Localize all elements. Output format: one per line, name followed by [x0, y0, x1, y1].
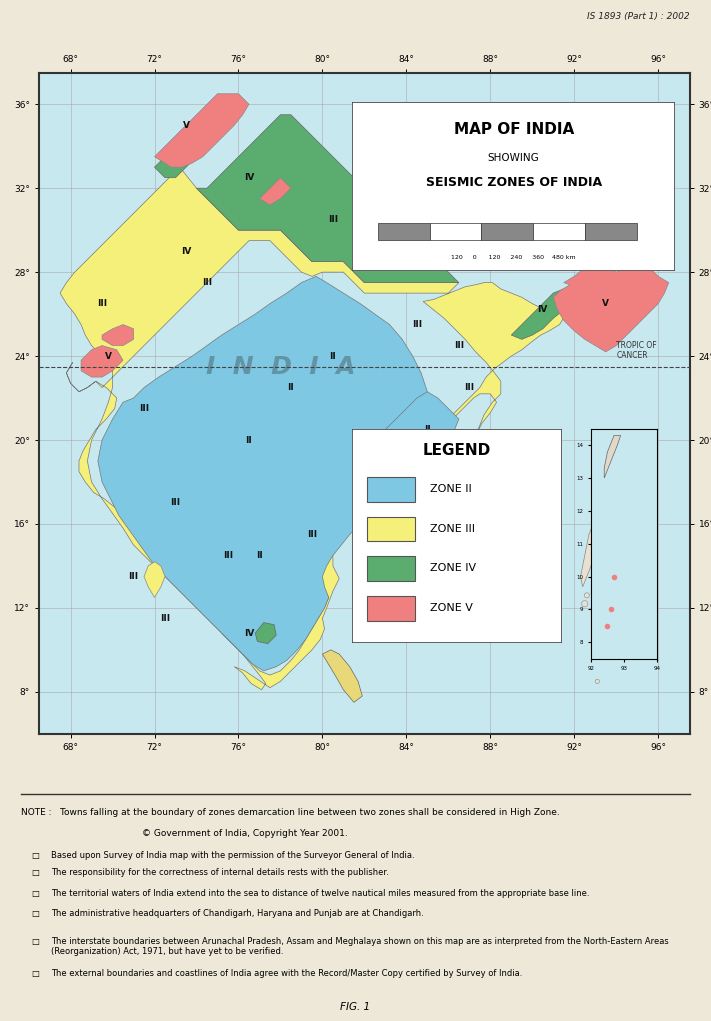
FancyBboxPatch shape [352, 102, 675, 271]
Text: III: III [223, 551, 233, 560]
Text: ZONE IV: ZONE IV [429, 564, 476, 573]
Circle shape [595, 679, 599, 683]
Text: □: □ [31, 969, 39, 978]
Text: ZONE V: ZONE V [429, 602, 472, 613]
Text: III: III [202, 278, 212, 287]
Polygon shape [196, 114, 459, 283]
Text: III: III [454, 341, 464, 350]
Polygon shape [154, 114, 228, 178]
Text: III: III [160, 614, 170, 623]
Text: The territorial waters of India extend into the sea to distance of twelve nautic: The territorial waters of India extend i… [51, 889, 590, 898]
Bar [367, 477, 415, 501]
Text: IV: IV [181, 247, 191, 255]
Text: MAP OF INDIA: MAP OF INDIA [454, 121, 574, 137]
Bar [585, 224, 636, 240]
Polygon shape [581, 524, 597, 587]
Text: IS 1893 (Part 1) : 2002: IS 1893 (Part 1) : 2002 [587, 12, 690, 21]
FancyBboxPatch shape [352, 429, 562, 643]
Polygon shape [60, 167, 566, 690]
Text: IV: IV [538, 305, 548, 314]
Polygon shape [255, 623, 277, 643]
Text: © Government of India, Copyright Year 2001.: © Government of India, Copyright Year 20… [141, 829, 348, 838]
Text: II: II [287, 383, 294, 392]
Text: Based upon Survey of India map with the permission of the Surveyor General of In: Based upon Survey of India map with the … [51, 850, 415, 860]
Text: □: □ [31, 868, 39, 877]
Text: □: □ [31, 936, 39, 945]
Text: NOTE :   Towns falling at the boundary of zones demarcation line between two zon: NOTE : Towns falling at the boundary of … [21, 808, 560, 817]
Text: III: III [412, 321, 422, 329]
Text: V: V [602, 299, 609, 308]
Polygon shape [322, 650, 363, 702]
Text: V: V [183, 120, 190, 130]
Text: III: III [139, 404, 149, 414]
Bar [378, 224, 429, 240]
Polygon shape [81, 345, 123, 377]
Text: III: III [129, 572, 139, 581]
Polygon shape [154, 94, 249, 167]
Text: III: III [328, 215, 338, 225]
Text: LEGEND: LEGEND [423, 443, 491, 457]
Circle shape [582, 600, 588, 606]
Text: V: V [105, 351, 112, 360]
Bar [367, 596, 415, 621]
Text: ZONE III: ZONE III [429, 524, 474, 534]
Text: II: II [256, 551, 263, 560]
Text: III: III [391, 257, 401, 266]
Text: ZONE II: ZONE II [429, 484, 471, 494]
Text: The external boundaries and coastlines of India agree with the Record/Master Cop: The external boundaries and coastlines o… [51, 969, 523, 978]
Bar [481, 224, 533, 240]
Text: FIG. 1: FIG. 1 [341, 1002, 370, 1012]
Text: III: III [307, 530, 317, 539]
Bar [533, 224, 585, 240]
Text: II: II [245, 436, 252, 444]
Polygon shape [553, 261, 668, 352]
Bar [367, 517, 415, 541]
Text: II: II [382, 520, 389, 529]
Text: IV: IV [244, 174, 254, 182]
Text: The responsibility for the correctness of internal details rests with the publis: The responsibility for the correctness o… [51, 868, 389, 877]
Text: II: II [424, 425, 431, 434]
Polygon shape [260, 178, 291, 205]
Text: □: □ [31, 909, 39, 918]
Polygon shape [144, 562, 165, 597]
Text: III: III [97, 299, 107, 308]
Bar [367, 556, 415, 581]
Text: IV: IV [244, 629, 254, 637]
Circle shape [584, 593, 589, 598]
Polygon shape [385, 392, 459, 461]
Polygon shape [604, 435, 621, 478]
Text: SEISMIC ZONES OF INDIA: SEISMIC ZONES OF INDIA [426, 177, 602, 190]
Text: □: □ [31, 889, 39, 898]
Text: TROPIC OF
CANCER: TROPIC OF CANCER [616, 341, 657, 360]
Text: □: □ [31, 850, 39, 860]
Text: II: II [329, 351, 336, 360]
Polygon shape [98, 277, 442, 671]
Text: I  N  D  I  A: I N D I A [205, 354, 356, 379]
Text: The administrative headquarters of Chandigarh, Haryana and Punjab are at Chandig: The administrative headquarters of Chand… [51, 909, 424, 918]
Polygon shape [511, 289, 570, 339]
Bar [429, 224, 481, 240]
Text: III: III [171, 498, 181, 507]
Text: SHOWING: SHOWING [488, 153, 540, 162]
Text: The interstate boundaries between Arunachal Pradesh, Assam and Meghalaya shown o: The interstate boundaries between Arunac… [51, 936, 669, 956]
Text: III: III [464, 383, 474, 392]
Text: 120     0      120     240     360    480 km: 120 0 120 240 360 480 km [451, 254, 576, 259]
Polygon shape [102, 325, 134, 345]
